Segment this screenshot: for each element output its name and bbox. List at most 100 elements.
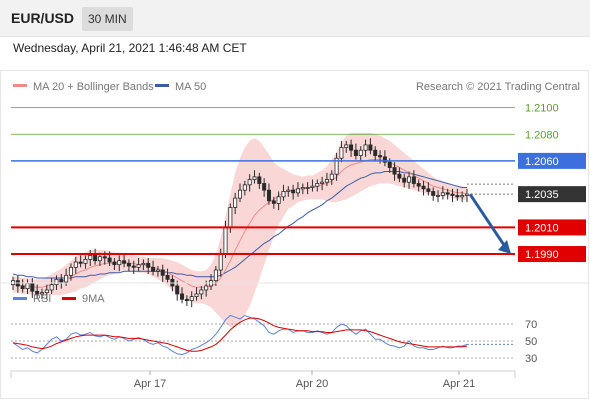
candle-body (78, 261, 83, 264)
candle-body (373, 149, 378, 156)
candle-body (262, 183, 267, 191)
candle-body (97, 256, 102, 262)
candle-body (271, 200, 276, 204)
candle-body (102, 256, 107, 259)
candle-body (39, 292, 44, 295)
candle-body (382, 156, 387, 163)
level-tag-2 (518, 152, 586, 169)
candle-body (257, 176, 262, 184)
bollinger-band (13, 132, 467, 328)
candle-body (180, 293, 185, 300)
candle-body (421, 185, 426, 190)
candle-body (397, 173, 402, 179)
candle-body (93, 254, 98, 262)
candle-body (237, 189, 242, 199)
rsi-ma-legend-swatch (62, 297, 76, 300)
rsi-line (12, 314, 468, 356)
candle-body (324, 179, 329, 183)
candle-body (402, 177, 407, 183)
candle-body (334, 157, 339, 175)
level-label-5: 1.1990 (525, 249, 559, 261)
level-tag-5 (518, 246, 586, 263)
candle-body (218, 253, 223, 271)
candle-body (247, 179, 252, 186)
candle-body (141, 262, 146, 266)
ma20-legend-label: MA 20 + Bollinger Bands (33, 81, 154, 93)
candle-body (344, 144, 349, 148)
candle-body (88, 254, 93, 260)
symbol-label: EUR/USD (11, 10, 75, 26)
candle-body (151, 266, 156, 272)
candle-body (252, 176, 257, 180)
candle-body (194, 293, 199, 298)
ma50-legend-label: MA 50 (175, 81, 206, 93)
forecast-arrow-head (498, 240, 511, 255)
candle-body (329, 173, 334, 180)
candle-body (353, 149, 358, 156)
candle-body (310, 185, 315, 188)
candle-body (146, 262, 151, 268)
x-tick-label: Apr 20 (296, 378, 328, 390)
candle-body (49, 284, 54, 291)
candle-body (35, 290, 40, 295)
candle-body (160, 269, 165, 276)
candle-body (339, 147, 344, 159)
candle-body (349, 144, 354, 151)
forecast-arrow (468, 193, 508, 249)
candle-body (199, 289, 204, 295)
candle-body (155, 269, 160, 272)
candle-body (204, 285, 209, 291)
candle-body (112, 261, 117, 266)
candle-body (392, 167, 397, 175)
candle-body (320, 181, 325, 184)
candle-body (54, 278, 59, 286)
candle-body (131, 265, 136, 268)
level-label-3: 1.2035 (525, 189, 559, 201)
candle-body (411, 176, 416, 184)
candle-body (242, 184, 247, 191)
ma50-legend-swatch (155, 84, 169, 87)
timeframe-badge[interactable]: 30 MIN (82, 7, 133, 31)
candle-body (378, 155, 383, 158)
candle-body (450, 193, 455, 196)
candle-body (295, 188, 300, 194)
candle-body (126, 262, 131, 267)
chart-frame (0, 70, 589, 399)
candle-body (445, 192, 450, 195)
candle-body (387, 161, 392, 168)
candle-body (83, 258, 88, 264)
candle-body (122, 260, 127, 264)
candle-body (68, 266, 73, 276)
rsi-ma-line (12, 317, 468, 352)
level-label-0: 1.2100 (525, 103, 559, 115)
candle-body (117, 260, 122, 266)
candle-body (136, 264, 141, 268)
rsi-tick-label: 50 (525, 336, 537, 348)
candle-body (25, 282, 30, 290)
candle-body (416, 183, 421, 187)
candle-body (286, 189, 291, 192)
candle-body (291, 189, 296, 194)
candle-body (440, 192, 445, 196)
level-tag-3 (518, 186, 586, 203)
rsi-legend-label: RSI (33, 293, 51, 305)
candle-body (281, 191, 286, 198)
candle-body (233, 197, 238, 208)
ma50-line (12, 171, 467, 279)
candle-body (20, 285, 25, 290)
candle-body (455, 195, 460, 198)
level-tag-4 (518, 219, 586, 236)
candle-body (213, 269, 218, 282)
candle-body (363, 144, 368, 151)
rsi-tick-label: 70 (525, 319, 537, 331)
x-tick-label: Apr 17 (134, 378, 166, 390)
ma20-legend-swatch (13, 84, 27, 87)
candle-body (223, 227, 228, 255)
candle-body (266, 189, 271, 202)
candle-body (426, 188, 431, 192)
candle-body (107, 257, 112, 263)
candle-body (460, 195, 465, 198)
candle-body (59, 278, 64, 283)
candle-body (315, 183, 320, 187)
